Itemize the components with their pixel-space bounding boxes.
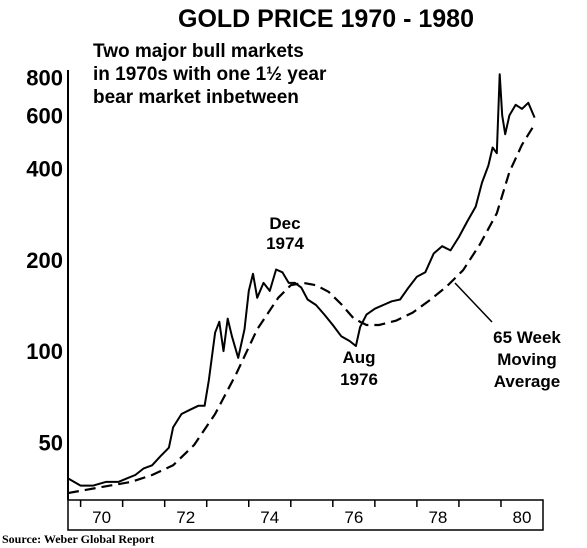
x-tick-label: 76: [344, 508, 363, 527]
x-tick-label: 72: [176, 508, 195, 527]
y-tick-label: 50: [39, 430, 63, 455]
chart-title: GOLD PRICE 1970 - 1980: [178, 5, 474, 33]
x-tick-label: 74: [260, 508, 279, 527]
trough-annotation-line-1: Aug: [342, 348, 375, 367]
chart-subtitle-line-1: Two major bull markets: [93, 41, 304, 62]
ma-label-line-3: Average: [494, 372, 560, 391]
y-tick-label: 100: [26, 339, 63, 364]
series-layer: [67, 73, 536, 495]
ma-label-pointer: [454, 282, 493, 323]
y-tick-label: 200: [26, 248, 63, 273]
ma-label-line-1: 65 Week: [493, 328, 561, 347]
trough-annotation-line-2: 1976: [340, 370, 378, 389]
y-tick-label: 400: [26, 157, 63, 182]
x-axis-ticks: 70 72 74 76 78 80: [79, 500, 532, 527]
y-tick-label: 600: [26, 103, 63, 128]
peak-annotation-line-1: Dec: [269, 214, 300, 233]
peak-annotation-line-2: 1974: [266, 234, 304, 253]
y-tick-label: 800: [26, 65, 63, 90]
moving-average-line: [67, 123, 536, 495]
x-tick-label: 70: [92, 508, 111, 527]
chart-subtitle-line-3: bear market inbetween: [93, 87, 299, 108]
y-axis-ticks: 50 100 200 400 600 800: [26, 65, 63, 455]
gold-price-line: [67, 73, 536, 487]
x-tick-label: 78: [428, 508, 447, 527]
chart-subtitle-line-2: in 1970s with one 1½ year: [93, 64, 327, 85]
x-axis-band: [67, 499, 544, 531]
source-note: Source: Weber Global Report: [2, 532, 154, 546]
x-tick-label: 80: [513, 508, 532, 527]
ma-label-line-2: Moving: [497, 350, 557, 369]
